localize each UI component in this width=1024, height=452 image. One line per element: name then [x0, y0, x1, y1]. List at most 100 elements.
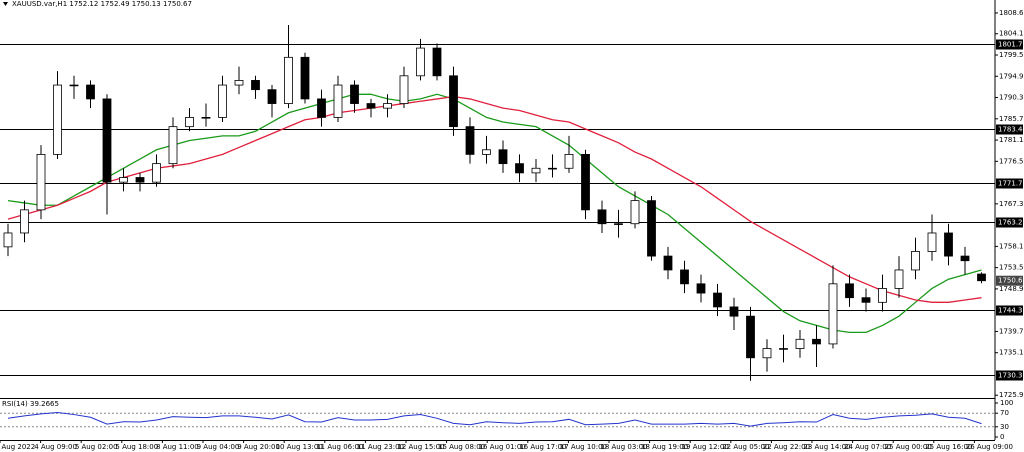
x-tick-label: 9 Aug 04:00	[197, 443, 240, 451]
x-tick-label: 11 Aug 23:00	[357, 443, 404, 451]
x-tick-label: 17 Aug 10:00	[560, 443, 607, 451]
level-label: 1744.37	[998, 307, 1024, 315]
level-tag	[996, 178, 1023, 189]
x-tick-label: 8 Aug 11:00	[156, 443, 199, 451]
y-tick-label: 1794.90	[999, 72, 1024, 80]
candle-body	[894, 269, 904, 289]
candle-body	[581, 153, 590, 211]
candle-body	[218, 84, 227, 118]
x-tick-label: 24 Aug 07:00	[844, 443, 891, 451]
candle-body	[498, 149, 508, 165]
candle-body	[663, 255, 673, 271]
level-label: 1801.79	[998, 41, 1024, 49]
level-tag	[996, 39, 1023, 50]
x-tick-label: 16 Aug 01:00	[479, 443, 526, 451]
price-tag	[996, 275, 1023, 286]
candle-body	[399, 75, 409, 104]
moving-average	[7, 95, 982, 303]
price-label: 1750.67	[998, 277, 1024, 285]
menu-arrow[interactable]	[3, 2, 8, 6]
candle-body	[119, 177, 128, 183]
rsi-line	[7, 412, 982, 427]
x-tick-label: 25 Aug 00:00	[885, 443, 932, 451]
candle-body	[861, 297, 871, 303]
candle-body	[779, 348, 788, 350]
candle-body	[135, 177, 145, 183]
candle-body	[960, 255, 970, 262]
x-tick-label: 18 Aug 19:00	[641, 443, 688, 451]
candle-body	[630, 200, 640, 225]
candle-body	[350, 84, 359, 104]
candle-body	[762, 348, 772, 359]
y-tick-label: 1767.30	[999, 200, 1024, 208]
x-tick-label: 18 Aug 03:00	[600, 443, 647, 451]
candle-body	[597, 209, 607, 225]
y-tick-label: 0	[1000, 433, 1004, 441]
candle-body	[647, 200, 656, 257]
candle-body	[531, 167, 541, 174]
y-tick-label: 1735.10	[999, 349, 1024, 357]
level-label: 1783.44	[998, 126, 1024, 134]
x-tick-label: 11 Aug 06:00	[316, 443, 363, 451]
rsi-header: RSI(14) 39.2665	[2, 400, 59, 408]
x-tick-label: 23 Aug 14:00	[803, 443, 850, 451]
candle-body	[746, 315, 755, 359]
candle-body	[36, 153, 46, 211]
x-tick-label: 19 Aug 12:00	[682, 443, 729, 451]
candle-body	[696, 283, 706, 294]
candle-body	[416, 47, 425, 77]
candle-body	[927, 232, 937, 252]
x-tick-label: 12 Aug 15:00	[397, 443, 444, 451]
candle-body	[812, 338, 821, 345]
y-tick-label: 1785.70	[999, 115, 1024, 123]
candle-body	[713, 292, 722, 308]
y-tick-label: 1776.50	[999, 157, 1024, 165]
candle-body	[795, 338, 805, 349]
candle-body	[284, 56, 293, 104]
level-tag	[996, 217, 1023, 228]
candle-body	[878, 288, 887, 303]
x-tick-label: 10 Aug 13:00	[276, 443, 323, 451]
candle-body	[317, 98, 326, 118]
candle-body	[383, 103, 392, 109]
candle-body	[69, 84, 79, 87]
low: 1750.13	[132, 0, 161, 8]
candle-body	[53, 84, 62, 155]
y-tick-label: 1739.70	[999, 327, 1024, 335]
candle-body	[729, 306, 739, 317]
rsi-name: RSI(14)	[2, 400, 28, 408]
high: 1752.49	[101, 0, 130, 8]
level-tag	[996, 370, 1023, 381]
candle-body	[366, 103, 376, 109]
candle-body	[251, 80, 260, 91]
y-tick-label: 30	[1000, 423, 1009, 431]
candle-body	[102, 98, 112, 183]
y-tick-label: 1758.10	[999, 242, 1024, 250]
candle-body	[267, 89, 277, 104]
candle-body	[234, 80, 244, 86]
candle-body	[515, 163, 524, 174]
candle-body	[152, 163, 161, 183]
x-tick-label: 9 Aug 20:00	[237, 443, 280, 451]
close: 1750.67	[163, 0, 192, 8]
symbol: XAUUSD.var,H1	[12, 0, 67, 8]
candle-body	[828, 283, 838, 345]
candle-body	[432, 47, 442, 77]
candle-body	[977, 273, 986, 282]
x-tick-label: 26 Aug 09:00	[966, 443, 1013, 451]
level-label: 1763.28	[998, 219, 1024, 227]
candle-body	[168, 126, 178, 165]
candle-body	[3, 232, 13, 248]
y-tick-label: 1781.10	[999, 136, 1024, 144]
y-tick-label: 1753.50	[999, 264, 1024, 272]
y-tick-label: 1808.60	[999, 9, 1024, 17]
symbol-header: XAUUSD.var,H1 1752.12 1752.49 1750.13 17…	[12, 0, 192, 8]
candle-body	[845, 283, 854, 299]
x-tick-label: 22 Aug 22:00	[763, 443, 810, 451]
x-tick-label: 4 Aug 09:00	[34, 443, 77, 451]
candle-body	[548, 167, 557, 170]
y-tick-label: 70	[1000, 409, 1009, 417]
x-tick-label: 22 Aug 05:00	[722, 443, 769, 451]
candle-body	[201, 117, 211, 119]
